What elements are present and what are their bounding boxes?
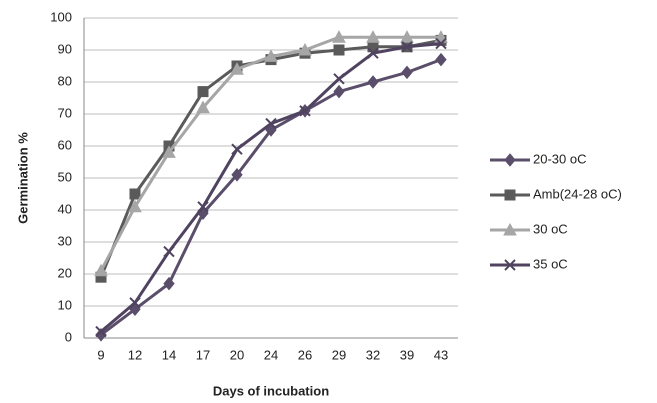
x-tick-label: 9 [97,347,104,362]
x-tick-label: 26 [298,347,312,362]
legend-label: Amb(24-28 oC) [533,186,622,201]
legend-label: 35 oC [533,256,568,271]
data-point [94,263,108,277]
data-point [128,199,142,213]
y-tick-label: 70 [58,105,72,120]
data-point [299,105,311,117]
data-point [163,245,175,258]
data-point [196,100,210,114]
x-tick-label: 14 [162,347,176,362]
x-axis-label: Days of incubation [213,383,329,398]
data-point [366,30,380,43]
data-point [367,75,379,89]
data-point [435,52,447,67]
y-tick-label: 50 [58,169,72,184]
data-point [333,73,345,85]
series-line [100,58,442,336]
data-point [298,42,312,56]
data-point [163,276,175,291]
data-point [265,117,277,130]
y-tick-label: 30 [58,233,72,248]
y-tick-label: 60 [58,137,72,152]
x-tick-label: 39 [400,347,414,362]
data-point [231,143,243,155]
y-tick-label: 100 [50,9,72,24]
series-line [99,35,441,272]
y-tick-label: 90 [58,41,72,56]
legend-label: 20-30 oC [533,151,586,166]
data-point [129,188,141,200]
y-tick-label: 0 [65,329,72,344]
y-axis-label: Germination % [15,132,30,224]
y-tick-label: 40 [58,201,72,216]
legend-marker [504,153,516,167]
data-point [230,62,244,75]
data-point [162,145,176,158]
legend-marker [504,259,516,271]
data-point [264,49,278,62]
x-tick-label: 17 [196,347,210,362]
legend-marker [503,222,517,236]
x-tick-label: 20 [230,347,244,362]
legend-marker [504,189,516,201]
data-point [197,86,209,98]
data-point [197,201,209,213]
data-point [400,30,414,43]
data-point [332,30,346,43]
y-tick-label: 10 [58,297,72,312]
x-tick-label: 12 [128,347,142,362]
series-line [100,42,442,333]
legend-label: 30 oC [533,221,568,236]
x-tick-label: 24 [264,347,278,362]
data-point [435,37,447,50]
y-tick-label: 20 [58,265,72,280]
data-point [95,325,107,338]
x-tick-label: 32 [366,347,380,362]
x-tick-label: 43 [434,347,448,362]
data-point [367,47,379,59]
data-point [333,44,345,56]
data-point [401,41,413,53]
x-tick-label: 29 [332,347,346,362]
data-point [333,84,345,99]
data-point [231,168,243,182]
data-point [401,65,413,80]
data-point [129,297,141,309]
data-point [95,328,107,342]
y-tick-label: 80 [58,73,72,88]
